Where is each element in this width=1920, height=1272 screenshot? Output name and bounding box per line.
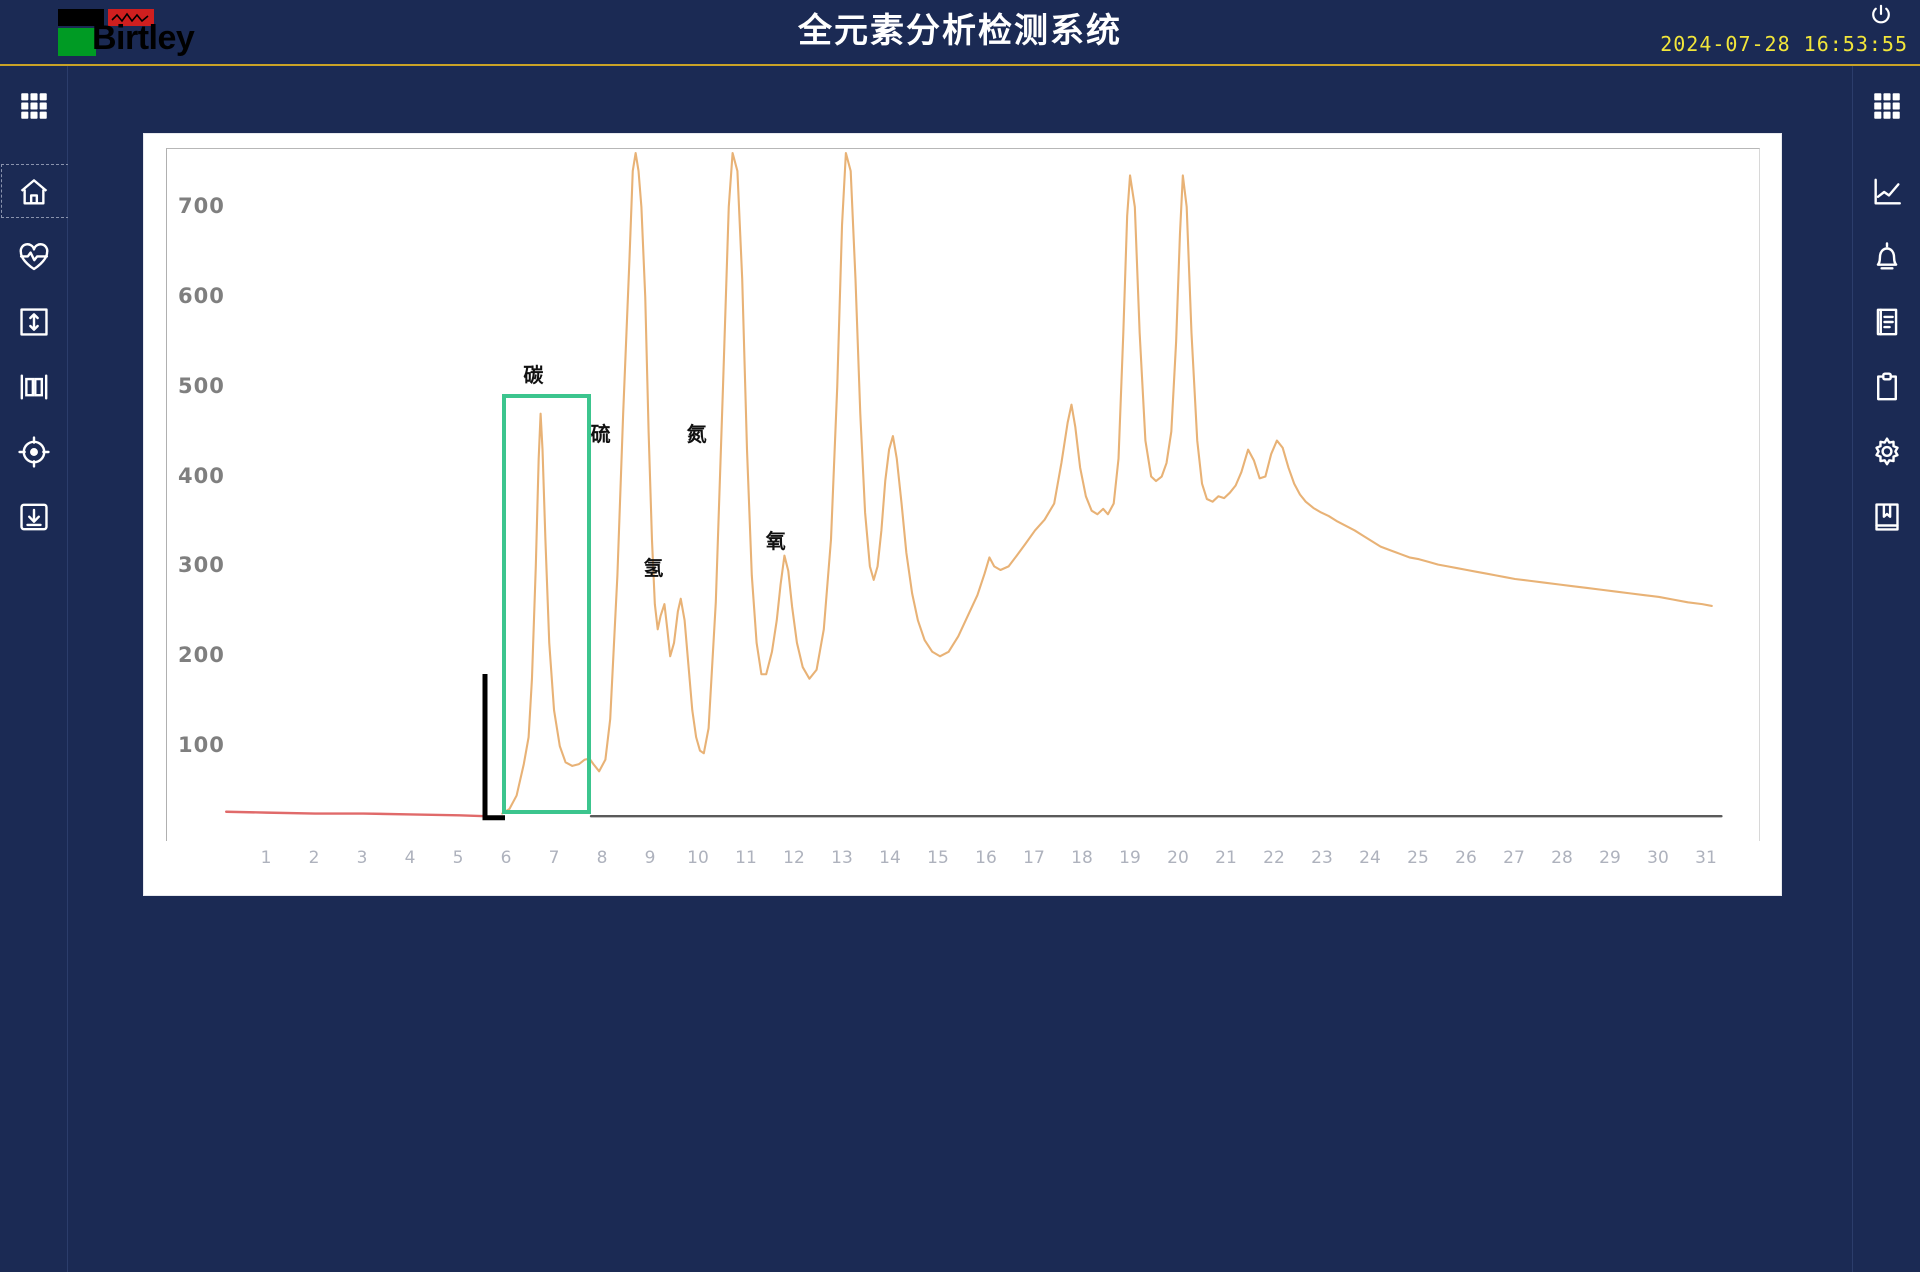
- x-tick-label: 6: [500, 848, 512, 868]
- x-tick-label: 29: [1599, 848, 1621, 868]
- x-tick-label: 28: [1551, 848, 1573, 868]
- clipboard-icon: [1877, 372, 1897, 401]
- sidebar-item-manual[interactable]: [1853, 491, 1920, 543]
- x-tick-label: 25: [1407, 848, 1429, 868]
- x-tick-label: 31: [1695, 848, 1717, 868]
- x-tick-label: 7: [548, 848, 560, 868]
- x-tick-label: 18: [1071, 848, 1093, 868]
- sidebar-item-report[interactable]: [1853, 296, 1920, 348]
- x-tick-label: 3: [356, 848, 368, 868]
- brand-logo: Birtley: [30, 7, 195, 57]
- x-tick-label: 19: [1119, 848, 1141, 868]
- heart-pulse-icon: [19, 243, 49, 271]
- x-tick-label: 1: [260, 848, 272, 868]
- logo-waveform-icon: [111, 12, 149, 23]
- x-tick-label: 12: [783, 848, 805, 868]
- peak-label-sulfur: 硫: [590, 421, 611, 446]
- book-icon: [1875, 503, 1899, 531]
- logo-red-waveform-block: [108, 9, 154, 26]
- x-tick-label: 21: [1215, 848, 1237, 868]
- sidebar-item-export[interactable]: [0, 491, 68, 543]
- x-tick-label: 22: [1263, 848, 1285, 868]
- grid-apps-icon: [21, 93, 47, 119]
- peak-label-nitrogen: 氮: [686, 421, 707, 446]
- x-tick-label: 27: [1503, 848, 1525, 868]
- x-tick-label: 17: [1023, 848, 1045, 868]
- main-content: 碳硫氮氢氧 100 200 300 400 500 600 700 1 2 3 4 5 6 7 8 9 10 1…: [68, 66, 1852, 1272]
- logo-green-block: [58, 28, 96, 56]
- sidebar-item-home[interactable]: [0, 164, 69, 218]
- chart-inner: 碳硫氮氢氧 100 200 300 400 500 600 700 1 2 3 4 5 6 7 8 9 10 1…: [166, 148, 1760, 881]
- sidebar-item-apps[interactable]: [0, 80, 68, 132]
- x-tick-label: 9: [644, 848, 656, 868]
- sidebar-item-target[interactable]: [0, 426, 68, 478]
- x-tick-label: 15: [927, 848, 949, 868]
- x-tick-label: 24: [1359, 848, 1381, 868]
- datetime-display: 2024-07-28 16:53:55: [1660, 32, 1908, 56]
- bar-chart-icon: [20, 374, 48, 400]
- sidebar-item-monitor[interactable]: [0, 231, 68, 283]
- grid-apps-icon: [1874, 93, 1900, 119]
- logo-text: Birtley: [92, 19, 195, 57]
- y-tick-label: 300: [178, 553, 225, 578]
- x-tick-label: 13: [831, 848, 853, 868]
- series-baseline-red: [225, 810, 487, 818]
- x-tick-label: 11: [735, 848, 757, 868]
- y-tick-label: 500: [178, 373, 225, 398]
- page-title: 全元素分析检测系统: [798, 11, 1122, 51]
- resize-vertical-icon: [20, 308, 48, 336]
- x-tick-label: 2: [308, 848, 320, 868]
- spectrum-plot: [225, 151, 1723, 818]
- sidebar-item-alarm[interactable]: [1853, 231, 1920, 283]
- sidebar-item-trend[interactable]: [1853, 166, 1920, 218]
- x-tick-label: 20: [1167, 848, 1189, 868]
- x-tick-label: 16: [975, 848, 997, 868]
- peak-label-carbon: 碳: [523, 363, 544, 388]
- x-tick-label: 26: [1455, 848, 1477, 868]
- x-tick-label: 5: [452, 848, 464, 868]
- y-tick-label: 100: [178, 733, 225, 758]
- peak-label-hydrogen: 氢: [643, 556, 664, 581]
- y-tick-label: 700: [178, 193, 225, 218]
- sidebar-item-apps-right[interactable]: [1853, 80, 1920, 132]
- x-tick-label: 4: [404, 848, 416, 868]
- sidebar-item-bars[interactable]: [0, 361, 68, 413]
- range-bracket-marker: [482, 674, 506, 821]
- line-chart-icon: [1874, 178, 1901, 205]
- download-box-icon: [20, 503, 48, 531]
- y-tick-label: 600: [178, 283, 225, 308]
- left-sidebar: [0, 66, 69, 1272]
- power-icon[interactable]: [1868, 2, 1894, 28]
- x-tick-label: 23: [1311, 848, 1333, 868]
- sidebar-item-resize[interactable]: [0, 296, 68, 348]
- bell-icon: [1876, 242, 1898, 270]
- x-tick-label: 8: [596, 848, 608, 868]
- crosshair-icon: [18, 436, 50, 468]
- y-tick-label: 400: [178, 463, 225, 488]
- x-tick-label: 30: [1647, 848, 1669, 868]
- app-header: Birtley 全元素分析检测系统 2024-07-28 16:53:55: [0, 0, 1920, 66]
- sidebar-item-settings[interactable]: [1853, 426, 1920, 478]
- document-icon: [1876, 308, 1898, 336]
- sidebar-item-tasks[interactable]: [1853, 361, 1920, 413]
- gear-icon: [1875, 437, 1899, 466]
- y-axis-ticks: 100 200 300 400 500 600 700: [166, 148, 1760, 841]
- x-tick-label: 10: [687, 848, 709, 868]
- logo-black-block: [58, 9, 104, 26]
- x-axis-ticks: 1 2 3 4 5 6 7 8 9 10 11 12 13 14 15 16 17 18 19 20 21 22 23 24 2…: [166, 848, 1760, 882]
- bracket-path: [482, 674, 506, 821]
- power-icon-glyph: [1872, 4, 1890, 24]
- peak-label-oxygen: 氧: [765, 529, 786, 554]
- y-tick-label: 200: [178, 643, 225, 668]
- series-spectrum: [501, 151, 1713, 815]
- chart-card: 碳硫氮氢氧 100 200 300 400 500 600 700 1 2 3 4 5 6 7 8 9 10 1…: [144, 134, 1781, 895]
- right-sidebar: [1852, 66, 1920, 1272]
- home-icon: [20, 179, 48, 205]
- x-tick-label: 14: [879, 848, 901, 868]
